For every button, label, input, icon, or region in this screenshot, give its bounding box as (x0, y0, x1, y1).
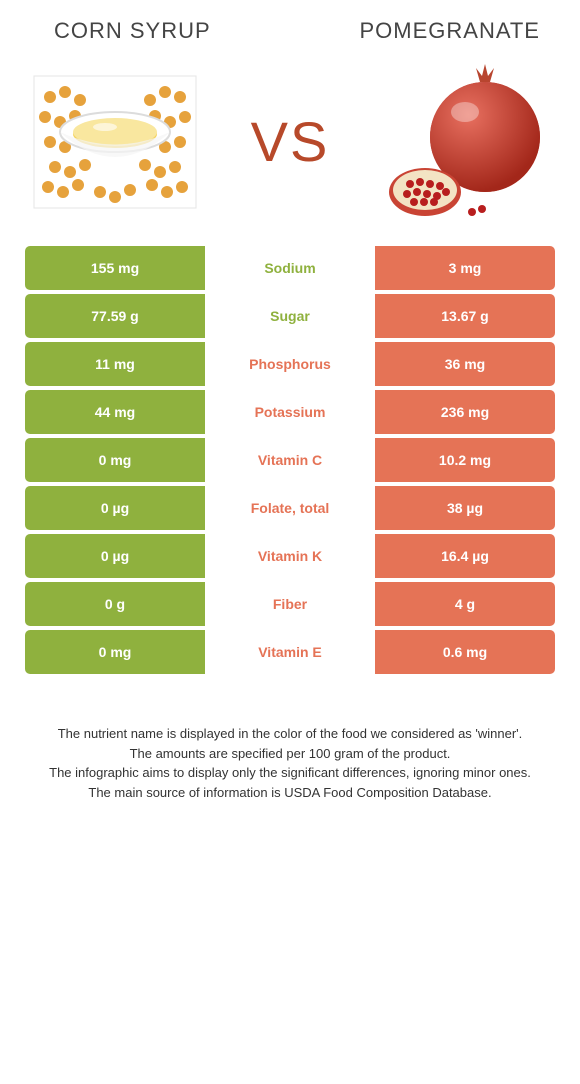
footnote-line: The infographic aims to display only the… (30, 763, 550, 783)
right-value: 3 mg (375, 246, 555, 290)
nutrient-label: Vitamin C (205, 438, 375, 482)
right-value: 13.67 g (375, 294, 555, 338)
left-value: 0 µg (25, 534, 205, 578)
footnote-line: The main source of information is USDA F… (30, 783, 550, 803)
right-value: 236 mg (375, 390, 555, 434)
title-row: CORN SYRUP POMEGRANATE (0, 10, 580, 52)
footnote-line: The nutrient name is displayed in the co… (30, 724, 550, 744)
right-value: 36 mg (375, 342, 555, 386)
nutrient-label: Folate, total (205, 486, 375, 530)
table-row: 0 mgVitamin E0.6 mg (25, 630, 555, 674)
corn-syrup-icon (30, 72, 200, 212)
table-row: 11 mgPhosphorus36 mg (25, 342, 555, 386)
left-title: CORN SYRUP (54, 18, 211, 44)
right-title: POMEGRANATE (359, 18, 540, 44)
table-row: 0 µgVitamin K16.4 µg (25, 534, 555, 578)
vs-label: VS (251, 114, 330, 170)
nutrient-label: Fiber (205, 582, 375, 626)
nutrient-label: Sodium (205, 246, 375, 290)
right-value: 4 g (375, 582, 555, 626)
right-value: 38 µg (375, 486, 555, 530)
comparison-table: 155 mgSodium3 mg77.59 gSugar13.67 g11 mg… (25, 246, 555, 674)
pomegranate-icon (380, 62, 550, 222)
footnotes: The nutrient name is displayed in the co… (30, 724, 550, 802)
right-value: 16.4 µg (375, 534, 555, 578)
nutrient-label: Sugar (205, 294, 375, 338)
footnote-line: The amounts are specified per 100 gram o… (30, 744, 550, 764)
table-row: 77.59 gSugar13.67 g (25, 294, 555, 338)
table-row: 44 mgPotassium236 mg (25, 390, 555, 434)
hero-row: VS (0, 52, 580, 228)
left-value: 155 mg (25, 246, 205, 290)
left-value: 77.59 g (25, 294, 205, 338)
nutrient-label: Potassium (205, 390, 375, 434)
right-value: 10.2 mg (375, 438, 555, 482)
table-row: 155 mgSodium3 mg (25, 246, 555, 290)
table-row: 0 mgVitamin C10.2 mg (25, 438, 555, 482)
left-value: 11 mg (25, 342, 205, 386)
nutrient-label: Vitamin E (205, 630, 375, 674)
left-value: 0 mg (25, 630, 205, 674)
infographic: CORN SYRUP POMEGRANATE (0, 0, 580, 832)
left-value: 0 g (25, 582, 205, 626)
table-row: 0 gFiber4 g (25, 582, 555, 626)
left-value: 44 mg (25, 390, 205, 434)
right-value: 0.6 mg (375, 630, 555, 674)
table-row: 0 µgFolate, total38 µg (25, 486, 555, 530)
left-value: 0 mg (25, 438, 205, 482)
left-value: 0 µg (25, 486, 205, 530)
nutrient-label: Vitamin K (205, 534, 375, 578)
nutrient-label: Phosphorus (205, 342, 375, 386)
